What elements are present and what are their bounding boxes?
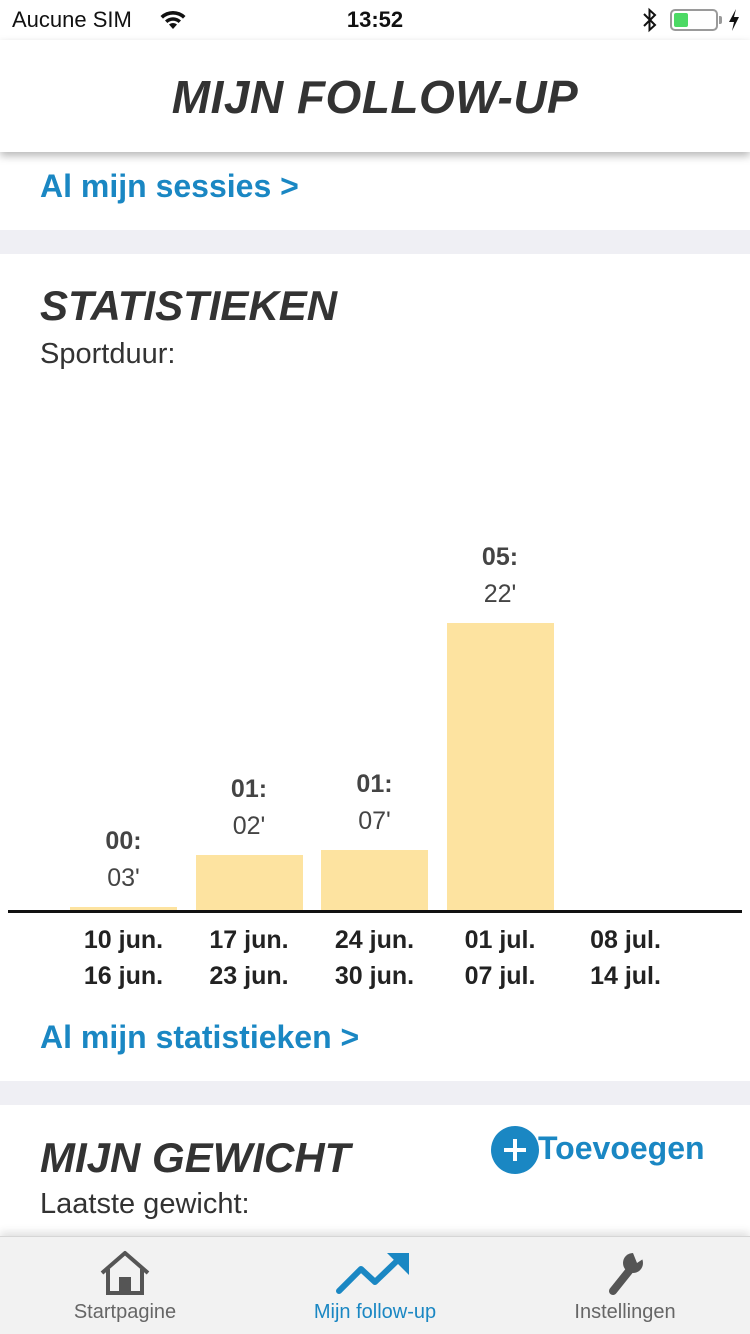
section-divider [0,1081,750,1105]
chart-bar [321,850,428,910]
chart-bar [195,854,303,910]
statistics-subtitle: Sportduur: [40,338,176,370]
x-tick-label: 01 jul. 07 jul. [435,922,565,994]
x-tick-label: 10 jun. 16 jun. [59,922,189,994]
x-tick-line: 23 jun. [209,962,289,990]
x-tick-line: 01 jul. [464,926,536,954]
chart-bar [70,907,177,910]
weight-subtitle: Laatste gewicht: [40,1188,250,1220]
bar-value-minutes: 07' [358,807,391,836]
tab-home-label: Startpagine [73,1301,177,1323]
x-tick-line: 14 jul. [590,962,661,990]
bar-value-minutes: 03' [107,864,140,892]
tab-settings-label: Instellingen [574,1301,676,1323]
bar-value-minutes: 02' [232,811,266,840]
tab-home[interactable]: Startpagine [0,1237,250,1334]
wifi-icon [158,8,188,35]
home-icon [0,1249,250,1302]
add-weight-label: Toevoegen [538,1130,705,1166]
bar-value-hours: 01: [230,774,268,803]
page-header: MIJN FOLLOW-UP [0,40,750,152]
tab-settings[interactable]: Instellingen [500,1237,750,1334]
battery-icon [670,9,718,31]
duration-bar-chart: 00: 03' 10 jun. 16 jun. 01: 02' 17 jun. 23 jun.… [0,380,750,1000]
carrier-name: Aucune SIM [12,7,132,32]
all-sessions-link[interactable]: Al mijn sessies > [40,168,299,204]
charging-icon [727,8,741,37]
x-tick-line: 10 jun. [83,926,164,954]
section-divider [0,230,750,254]
status-bar: Aucune SIM 13:52 [0,0,750,40]
weight-title: MIJN GEWICHT [40,1134,351,1181]
bar-value-label: 00: 03' [64,823,184,897]
x-tick-label: 17 jun. 23 jun. [184,922,314,994]
chart-bar [446,623,554,910]
x-tick-label: 08 jul. 14 jul. [561,922,691,994]
bar-value-minutes: 22' [483,580,517,608]
bar-value-hours: 00: [105,827,142,855]
bar-value-label: 01: 02' [189,771,309,845]
bar-value-hours: 01: [356,770,393,799]
battery-tip [719,16,722,24]
x-tick-line: 16 jun. [83,962,164,990]
x-tick-line: 30 jun. [334,962,415,990]
bar-value-label: 05: 22' [440,539,560,613]
status-time: 13:52 [346,7,404,32]
tab-follow-up[interactable]: Mijn follow-up [250,1237,500,1334]
wrench-icon [500,1249,750,1302]
chart-baseline [8,910,742,913]
page-title: MIJN FOLLOW-UP [171,71,579,123]
bluetooth-icon [641,7,659,38]
x-tick-line: 08 jul. [590,926,661,954]
battery-fill [674,13,688,27]
statistics-title: STATISTIEKEN [40,282,338,329]
all-statistics-link[interactable]: Al mijn statistieken > [40,1019,360,1055]
tab-follow-up-label: Mijn follow-up [313,1301,437,1323]
x-tick-line: 24 jun. [334,926,415,954]
trending-up-icon [250,1249,500,1302]
x-tick-label: 24 jun. 30 jun. [310,922,440,994]
x-tick-line: 17 jun. [209,926,289,954]
x-tick-line: 07 jul. [464,962,536,990]
plus-circle-icon [491,1126,539,1174]
bar-value-label: 01: 07' [315,766,435,840]
tab-bar: Startpagine Mijn follow-up Instellingen [0,1236,750,1334]
bar-value-hours: 05: [481,543,519,571]
